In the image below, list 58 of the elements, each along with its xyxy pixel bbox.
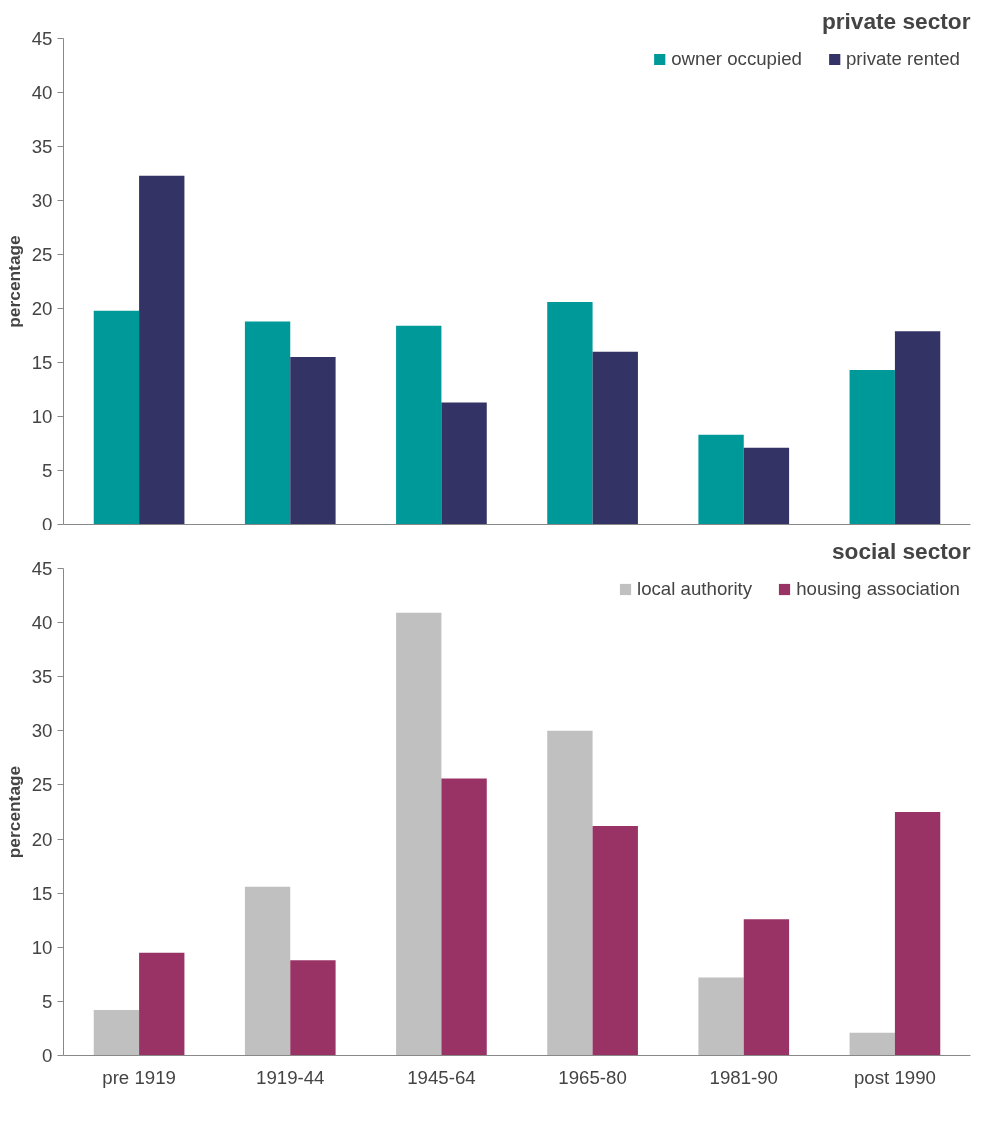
bar: [743, 447, 790, 525]
legend-label: local authority: [637, 578, 753, 600]
bar: [93, 1010, 140, 1056]
y-tick-label: 5: [42, 990, 53, 1012]
bar: [139, 952, 185, 1056]
y-tick-label: 15: [31, 352, 53, 373]
bar: [244, 886, 291, 1056]
bar: [396, 325, 442, 525]
legend-label: private rented: [845, 48, 960, 70]
y-tick-label: 30: [31, 720, 53, 742]
bar: [290, 357, 336, 525]
bar: [698, 977, 744, 1056]
bar: [244, 321, 291, 525]
y-tick-label: 20: [31, 298, 53, 319]
chart-title: private sector: [821, 7, 971, 34]
x-tick-label: 1919-44: [256, 1066, 325, 1088]
y-tick-label: 20: [31, 828, 53, 850]
bar: [547, 730, 593, 1056]
bar: [441, 402, 487, 525]
chart-title: social sector: [831, 537, 971, 564]
y-tick-label: 40: [31, 82, 53, 103]
y-tick-label: 15: [31, 882, 53, 904]
bar: [139, 175, 185, 525]
bar: [441, 778, 487, 1056]
y-tick-label: 35: [31, 136, 53, 157]
y-tick-label: 25: [31, 774, 53, 796]
bar: [743, 919, 790, 1056]
y-tick-label: 10: [31, 406, 53, 427]
bar: [93, 310, 140, 525]
y-tick-label: 30: [31, 190, 53, 211]
y-tick-label: 45: [31, 558, 53, 579]
bar: [592, 351, 638, 525]
x-tick-label: 1965-80: [558, 1066, 627, 1088]
bar: [894, 331, 941, 525]
legend-label: owner occupied: [671, 48, 802, 70]
x-tick-label: post 1990: [853, 1066, 936, 1088]
y-tick-label: 25: [31, 244, 53, 265]
y-tick-label: 0: [42, 1045, 53, 1066]
bar: [849, 1032, 895, 1056]
bar: [290, 960, 336, 1056]
x-tick-label: 1945-64: [407, 1066, 476, 1088]
y-axis-title: percentage: [3, 234, 24, 328]
y-tick-label: 45: [31, 28, 53, 49]
y-tick-label: 40: [31, 612, 53, 634]
bar: [894, 812, 941, 1056]
y-tick-label: 35: [31, 666, 53, 688]
y-tick-label: 5: [42, 460, 53, 481]
bar: [698, 434, 744, 525]
x-tick-label: 1981-90: [709, 1066, 778, 1088]
bar: [592, 826, 638, 1056]
bar: [547, 302, 593, 525]
y-tick-label: 0: [42, 513, 53, 535]
x-tick-label: pre 1919: [102, 1066, 176, 1088]
y-tick-label: 10: [31, 936, 53, 958]
y-axis-title: percentage: [3, 765, 24, 859]
legend-label: housing association: [796, 578, 960, 600]
bar: [849, 370, 895, 525]
bar: [396, 612, 442, 1056]
